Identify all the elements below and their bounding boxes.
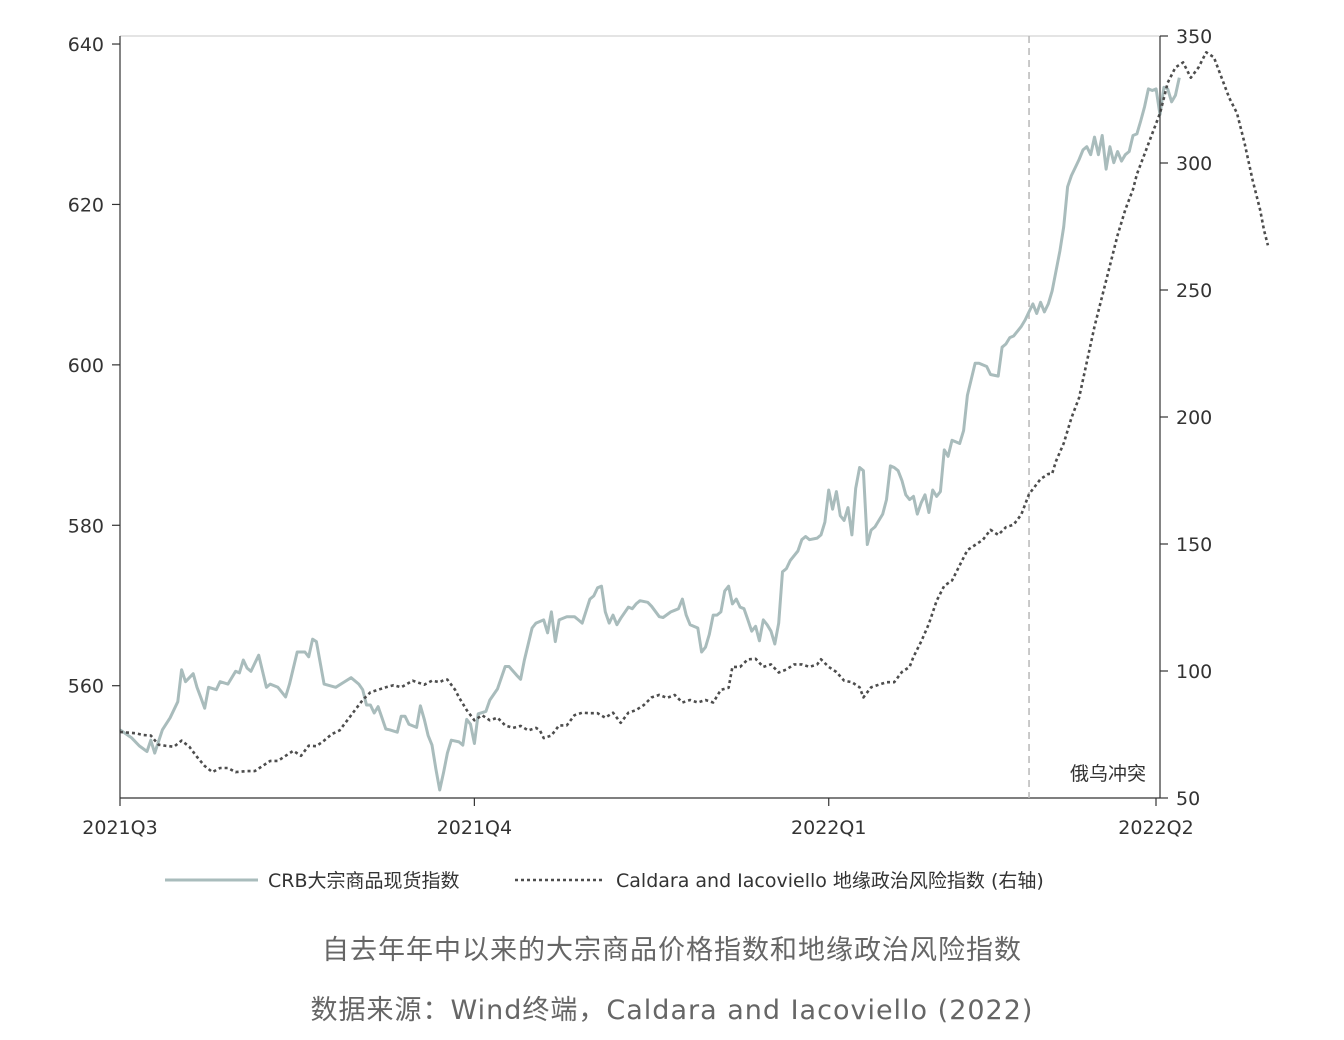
left-axis-tick-label: 640 xyxy=(68,34,104,56)
series-layer xyxy=(119,51,1270,792)
data-source-note: 数据来源：Wind终端，Caldara and Iacoviello (2022… xyxy=(310,995,1034,1026)
legend: CRB大宗商品现货指数 Caldara and Iacoviello 地缘政治风险… xyxy=(165,870,1044,892)
legend-label-crb: CRB大宗商品现货指数 xyxy=(268,870,460,892)
x-axis-tick-label: 2021Q4 xyxy=(437,817,512,839)
figure-caption: 自去年年中以来的大宗商品价格指数和地缘政治风险指数 xyxy=(322,935,1022,966)
crb-index-line xyxy=(119,77,1181,792)
right-axis-tick-label: 100 xyxy=(1176,661,1212,683)
right-axis-tick-label: 350 xyxy=(1176,26,1212,48)
x-axis-tick-label: 2022Q1 xyxy=(791,817,866,839)
plot-frame xyxy=(120,35,1160,799)
right-y-axis: 50 100 150 200 250 300 350 xyxy=(1159,26,1212,810)
right-axis-tick-label: 200 xyxy=(1176,407,1212,429)
event-line-layer: 俄乌冲突 xyxy=(1028,36,1146,798)
right-axis-tick-label: 150 xyxy=(1176,534,1212,556)
right-axis-tick-label: 50 xyxy=(1176,788,1200,810)
geopolitical-risk-line xyxy=(119,51,1270,774)
left-axis-tick-label: 620 xyxy=(68,194,104,216)
left-axis-tick-label: 560 xyxy=(68,676,104,698)
x-axis: 2021Q3 2021Q4 2022Q1 2022Q2 xyxy=(82,798,1194,839)
event-annotation-label: 俄乌冲突 xyxy=(1070,763,1146,785)
x-axis-tick-label: 2022Q2 xyxy=(1118,817,1193,839)
x-axis-tick-label: 2021Q3 xyxy=(82,817,157,839)
right-axis-tick-label: 300 xyxy=(1176,153,1212,175)
right-axis-tick-label: 250 xyxy=(1176,280,1212,302)
left-axis-tick-label: 580 xyxy=(68,515,104,537)
left-axis-tick-label: 600 xyxy=(68,355,104,377)
left-y-axis: 560 580 600 620 640 xyxy=(68,34,121,798)
legend-label-gpr: Caldara and Iacoviello 地缘政治风险指数 (右轴) xyxy=(616,870,1044,892)
